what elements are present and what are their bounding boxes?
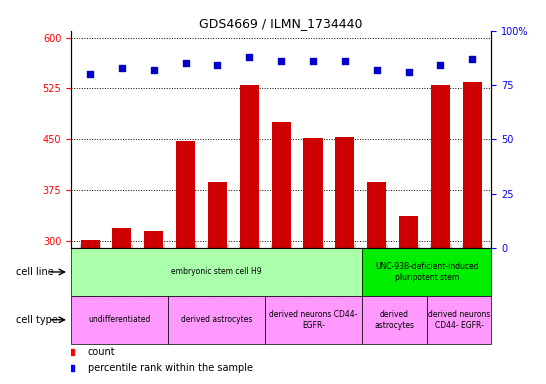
Bar bbox=[304, 138, 323, 384]
Bar bbox=[335, 137, 354, 384]
Text: undifferentiated: undifferentiated bbox=[88, 315, 151, 324]
Title: GDS4669 / ILMN_1734440: GDS4669 / ILMN_1734440 bbox=[199, 17, 363, 30]
Text: embryonic stem cell H9: embryonic stem cell H9 bbox=[171, 268, 262, 276]
Bar bbox=[240, 85, 259, 384]
Bar bbox=[272, 122, 290, 384]
Bar bbox=[265, 296, 362, 344]
Bar bbox=[362, 248, 491, 296]
Bar bbox=[144, 231, 163, 384]
Text: derived neurons CD44-
EGFR-: derived neurons CD44- EGFR- bbox=[269, 310, 358, 329]
Text: cell line: cell line bbox=[16, 267, 54, 277]
Point bbox=[436, 63, 445, 69]
Bar bbox=[71, 248, 362, 296]
Point bbox=[213, 63, 222, 69]
Point bbox=[468, 56, 477, 62]
Point bbox=[308, 58, 317, 64]
Point bbox=[245, 54, 254, 60]
Bar bbox=[399, 216, 418, 384]
Point bbox=[277, 58, 286, 64]
Text: UNC-93B-deficient-induced
pluripotent stem: UNC-93B-deficient-induced pluripotent st… bbox=[375, 262, 478, 282]
Bar bbox=[427, 296, 491, 344]
Point bbox=[404, 69, 413, 75]
Text: derived neurons
CD44- EGFR-: derived neurons CD44- EGFR- bbox=[428, 310, 490, 329]
Bar bbox=[431, 85, 450, 384]
Text: derived
astrocytes: derived astrocytes bbox=[375, 310, 414, 329]
Bar bbox=[362, 296, 427, 344]
Bar bbox=[176, 141, 195, 384]
Bar bbox=[463, 82, 482, 384]
Text: derived astrocytes: derived astrocytes bbox=[181, 315, 252, 324]
Text: count: count bbox=[88, 347, 115, 357]
Bar bbox=[208, 182, 227, 384]
Point bbox=[372, 67, 381, 73]
Text: cell type: cell type bbox=[16, 315, 58, 325]
Point bbox=[150, 67, 158, 73]
Text: percentile rank within the sample: percentile rank within the sample bbox=[88, 363, 253, 373]
Bar bbox=[367, 182, 386, 384]
Point bbox=[181, 60, 190, 66]
Bar bbox=[71, 296, 168, 344]
Bar bbox=[168, 296, 265, 344]
Bar bbox=[112, 228, 132, 384]
Bar bbox=[81, 240, 99, 384]
Point bbox=[117, 65, 126, 71]
Point bbox=[86, 71, 94, 77]
Point bbox=[341, 58, 349, 64]
